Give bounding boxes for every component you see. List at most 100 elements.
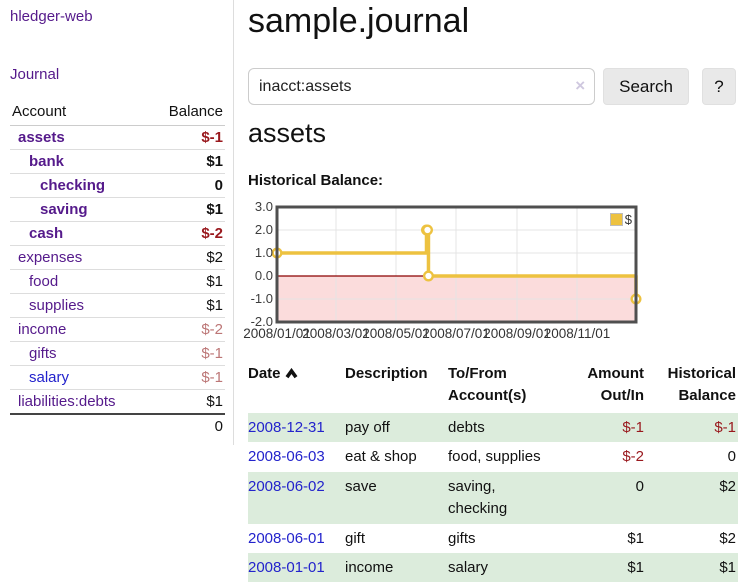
transaction-balance: $2: [719, 529, 736, 547]
search-button[interactable]: Search: [603, 68, 689, 105]
transaction-description: eat & shop: [345, 448, 417, 466]
transaction-accounts: saving, checking: [448, 472, 574, 524]
account-row: gifts $-1: [10, 341, 225, 366]
account-link[interactable]: supplies: [29, 297, 85, 314]
account-balance: $-1: [149, 341, 225, 366]
account-balance: $-2: [149, 317, 225, 342]
transaction-accounts: debts: [448, 412, 574, 443]
register-header-accounts: To/From Account(s): [448, 365, 527, 404]
account-balance: $1: [149, 269, 225, 294]
transaction-description: pay off: [345, 412, 448, 443]
accounts-table: Account Balance assets $-1 bank $1 checking 0…: [10, 100, 225, 438]
transaction-balance: $1: [646, 553, 738, 582]
accounts-total-row: 0: [10, 413, 225, 438]
account-link[interactable]: checking: [40, 177, 106, 194]
x-axis-tick: 2008/11/01: [543, 326, 611, 341]
transaction-description: income: [345, 553, 448, 582]
account-balance: $-2: [149, 221, 225, 246]
transaction-row: 2008-01-01 income salary $1 $1: [248, 553, 738, 582]
register-header-date[interactable]: Date: [248, 360, 345, 413]
x-axis-tick: 2008/07/01: [422, 326, 490, 341]
sort-asc-icon: [285, 364, 298, 386]
x-axis-tick: 2008/09/01: [483, 326, 551, 341]
y-axis-tick: -1.0: [250, 291, 273, 306]
transaction-date-link[interactable]: 2008-06-02: [248, 478, 325, 495]
account-link[interactable]: liabilities:debts: [18, 393, 116, 410]
chart-legend: $: [607, 211, 634, 228]
transaction-row: 2008-12-31 pay off debts $-1 $-1: [248, 412, 738, 443]
account-row: bank $1: [10, 149, 225, 174]
account-row: saving $1: [10, 197, 225, 222]
register-header-row: Date Description To/From Account(s) Amou…: [248, 360, 738, 413]
register-table: Date Description To/From Account(s) Amou…: [248, 360, 738, 582]
chart-canvas: [271, 205, 642, 324]
account-title: assets: [248, 118, 327, 148]
app-title-link[interactable]: hledger-web: [10, 8, 93, 25]
account-row: checking 0: [10, 173, 225, 198]
sidebar: hledger-web Journal Account Balance asse…: [0, 0, 234, 445]
transaction-accounts: food, supplies: [448, 448, 541, 466]
account-balance: 0: [149, 173, 225, 198]
account-link[interactable]: saving: [40, 201, 88, 218]
register-header-description: Description: [345, 365, 428, 382]
sidebar-item-journal[interactable]: Journal: [10, 66, 60, 83]
transaction-amount: $1: [574, 553, 646, 582]
chart-title: Historical Balance:: [248, 172, 384, 189]
main-content: sample.journal × Search ? assets Histori…: [240, 0, 738, 582]
transaction-amount: $-2: [622, 448, 644, 466]
account-link[interactable]: assets: [18, 129, 65, 146]
account-balance: $-1: [149, 365, 225, 390]
account-balance: $-1: [149, 125, 225, 150]
transaction-date: 2008-06-03: [248, 442, 345, 472]
account-link[interactable]: food: [29, 273, 59, 290]
account-link[interactable]: gifts: [29, 345, 57, 362]
x-axis-tick: 2008/01/01: [243, 326, 311, 341]
y-axis-tick: -2.0: [250, 314, 273, 329]
y-axis-tick: 1.0: [254, 245, 273, 260]
help-button[interactable]: ?: [702, 68, 736, 105]
transaction-row: 2008-06-03 eat & shop food, supplies $-2 0: [248, 442, 738, 472]
y-axis-tick: 0.0: [254, 268, 273, 283]
transaction-accounts: salary: [448, 553, 574, 582]
transaction-balance: 0: [727, 448, 736, 466]
account-balance: $1: [149, 293, 225, 318]
accounts-body: assets $-1 bank $1 checking 0 saving $1 cash $-2 e…: [10, 125, 225, 415]
page-title: sample.journal: [248, 2, 470, 40]
transaction-description: gift: [345, 529, 366, 547]
transaction-date-link[interactable]: 2008-06-03: [248, 448, 325, 466]
account-balance: $1: [149, 197, 225, 222]
transaction-date: 2008-06-02: [248, 472, 345, 524]
account-link[interactable]: salary: [29, 369, 70, 386]
accounts-header-balance: Balance: [149, 100, 225, 126]
account-row: liabilities:debts $1: [10, 390, 225, 415]
transaction-date-link[interactable]: 2008-06-01: [248, 529, 325, 547]
x-axis-tick: 2008/05/01: [362, 326, 430, 341]
register-header-balance: Historical Balance: [667, 365, 736, 404]
account-row: income $-2: [10, 317, 225, 342]
account-row: food $1: [10, 269, 225, 294]
account-link[interactable]: cash: [29, 225, 64, 242]
account-row: expenses $2: [10, 245, 225, 270]
account-link[interactable]: expenses: [18, 249, 83, 266]
transaction-amount: 0: [574, 472, 646, 524]
search-bar: × Search ?: [248, 68, 736, 105]
account-row: assets $-1: [10, 125, 225, 150]
legend-label: $: [624, 212, 632, 227]
transaction-accounts: gifts: [448, 529, 476, 547]
account-row: cash $-2: [10, 221, 225, 246]
register-body: 2008-12-31 pay off debts $-1 $-1 2008-06-03 ea…: [248, 412, 738, 582]
transaction-amount: $-1: [574, 412, 646, 443]
account-link[interactable]: income: [18, 321, 67, 338]
search-input[interactable]: [248, 68, 596, 105]
transaction-date-link[interactable]: 2008-01-01: [248, 559, 325, 577]
account-link[interactable]: bank: [29, 153, 65, 170]
transaction-date-link[interactable]: 2008-12-31: [248, 418, 325, 436]
register-header-amount: Amount Out/In: [587, 365, 644, 404]
historical-balance-chart: 3.0 2.0 1.0 0.0 -1.0 -2.0 2008/01/01 2008/03/0…: [240, 199, 738, 348]
account-row: supplies $1: [10, 293, 225, 318]
accounts-header-row: Account Balance: [10, 100, 225, 126]
transaction-description: save: [345, 472, 448, 524]
transaction-date: 2008-12-31: [248, 412, 345, 443]
search-box: ×: [248, 68, 596, 105]
clear-search-icon[interactable]: ×: [575, 76, 586, 95]
